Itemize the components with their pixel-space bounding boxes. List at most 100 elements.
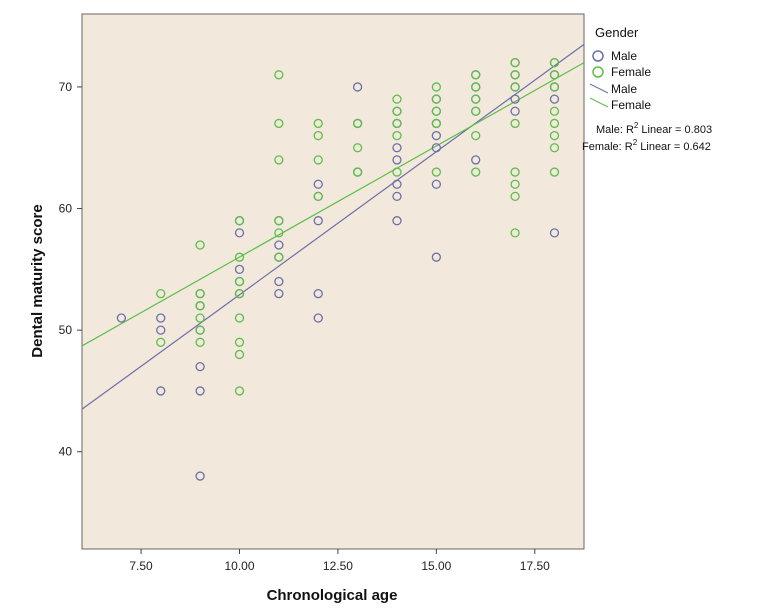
legend-male-line-label: Male <box>611 82 637 96</box>
male-data-point <box>549 94 560 104</box>
female-data-point <box>471 70 481 80</box>
female-data-point <box>234 252 245 262</box>
male-data-point <box>313 289 323 299</box>
male-data-point <box>510 94 520 104</box>
female-data-point <box>352 143 363 153</box>
male-data-point <box>392 191 402 202</box>
male-data-point <box>234 264 245 274</box>
data-points <box>116 57 560 481</box>
female-data-point <box>549 82 560 92</box>
female-data-point <box>392 106 402 116</box>
female-data-point <box>352 118 363 129</box>
female-data-point <box>274 155 284 165</box>
x-tick-label: 10.00 <box>224 559 254 573</box>
male-data-point <box>156 325 166 335</box>
female-data-point <box>431 82 442 92</box>
male-data-point <box>431 252 442 262</box>
male-data-point <box>471 155 481 165</box>
legend-female-marker-label: Female <box>611 65 651 79</box>
legend-female-line <box>589 97 609 108</box>
male-data-point <box>392 216 402 226</box>
male-data-point <box>313 179 323 189</box>
male-r2-suffix: Linear = 0.803 <box>638 124 712 136</box>
female-data-point <box>234 289 245 299</box>
male-r2-prefix: Male: R <box>596 124 634 136</box>
legend: Gender Male Female Male Female <box>589 25 651 112</box>
female-r2-suffix: Linear = 0.642 <box>637 141 711 153</box>
x-tick-label: 15.00 <box>421 559 451 573</box>
female-data-point <box>234 337 245 347</box>
female-data-point <box>549 57 560 68</box>
female-data-point <box>195 240 205 250</box>
male-fit-line <box>81 43 585 410</box>
female-data-point <box>549 130 560 141</box>
male-data-point <box>549 228 560 238</box>
male-data-point <box>431 143 442 153</box>
female-data-point <box>195 337 205 347</box>
female-data-point <box>471 130 481 141</box>
y-tick-label: 70 <box>59 80 73 94</box>
female-r2-prefix: Female: R <box>582 141 633 153</box>
female-data-point <box>392 130 402 141</box>
female-data-point <box>510 228 520 238</box>
y-tick-label: 40 <box>59 445 73 459</box>
male-data-point <box>156 386 166 396</box>
female-data-point <box>274 252 284 262</box>
female-data-point <box>156 289 166 299</box>
plot-background <box>81 13 585 550</box>
female-data-point <box>313 118 323 129</box>
female-data-point <box>156 337 166 347</box>
female-r2-annotation: Female: R2 Linear = 0.642 <box>582 138 711 153</box>
x-tick-label: 7.50 <box>129 559 153 573</box>
male-data-point <box>431 179 442 189</box>
female-data-point <box>431 106 442 116</box>
female-data-point <box>195 301 205 311</box>
fit-lines <box>81 43 585 410</box>
female-data-point <box>471 94 481 104</box>
female-data-point <box>431 167 442 177</box>
female-data-point <box>510 57 520 68</box>
female-data-point <box>549 106 560 116</box>
male-r2-sup: 2 <box>634 121 639 130</box>
y-axis-title: Dental maturity score <box>29 204 46 357</box>
female-data-point <box>195 325 205 335</box>
legend-female-line-label: Female <box>611 98 651 112</box>
female-data-point <box>549 118 560 129</box>
female-fit-line <box>81 62 585 347</box>
female-data-point <box>510 167 520 177</box>
female-data-point <box>431 118 442 129</box>
female-data-point <box>234 313 245 323</box>
male-data-point <box>510 106 520 116</box>
female-data-point <box>392 94 402 104</box>
female-data-point <box>471 106 481 116</box>
male-r2-annotation: Male: R2 Linear = 0.803 <box>596 121 712 136</box>
legend-title: Gender <box>595 25 639 40</box>
female-data-point <box>234 276 245 287</box>
male-data-point <box>195 471 205 481</box>
x-tick-label: 12.50 <box>323 559 353 573</box>
legend-male-marker-label: Male <box>611 49 637 63</box>
legend-female-marker <box>592 66 604 78</box>
male-data-point <box>195 361 205 372</box>
male-data-point <box>156 313 166 323</box>
female-data-point <box>510 179 520 189</box>
male-data-point <box>195 386 205 396</box>
female-data-point <box>549 70 560 80</box>
male-data-point <box>116 313 127 323</box>
legend-male-line <box>589 83 609 94</box>
female-data-point <box>510 118 520 129</box>
male-data-point <box>431 130 442 141</box>
male-data-point <box>392 143 402 153</box>
female-data-point <box>549 143 560 153</box>
female-data-point <box>313 191 323 202</box>
male-data-point <box>234 228 245 238</box>
male-data-point <box>392 155 402 165</box>
female-data-point <box>313 130 323 141</box>
male-data-point <box>274 289 284 299</box>
female-data-point <box>274 70 284 80</box>
female-data-point <box>274 216 284 226</box>
male-data-point <box>313 313 323 323</box>
female-data-point <box>392 167 402 177</box>
female-data-point <box>471 82 481 92</box>
